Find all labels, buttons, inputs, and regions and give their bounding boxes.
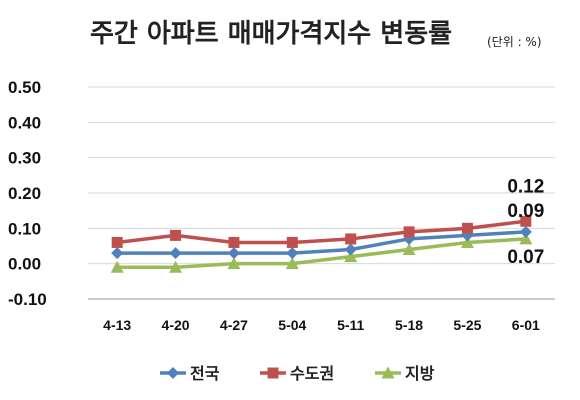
- legend-label: 수도권: [290, 364, 334, 383]
- y-tick-label: 0.50: [8, 78, 41, 97]
- y-tick-label: 0.20: [8, 184, 41, 203]
- x-tick-label: 6-01: [512, 317, 540, 333]
- x-axis-ticks: 4-13 4-20 4-27 5-04 5-11 5-18 5-25 6-01: [103, 317, 540, 333]
- series-line: [117, 230, 526, 255]
- legend-item: 전국: [160, 364, 220, 383]
- x-tick-label: 5-25: [453, 317, 481, 333]
- x-tick-label: 4-27: [220, 317, 248, 333]
- legend-label: 지방: [405, 364, 435, 383]
- data-point: [227, 257, 241, 270]
- data-point: [344, 250, 358, 263]
- legend-marker: [267, 367, 279, 379]
- data-point: [460, 235, 474, 248]
- data-point: [111, 247, 124, 260]
- chart-title: 주간 아파트 매매가격지수 변동률: [90, 19, 452, 49]
- legend-item: 지방: [375, 364, 435, 383]
- data-point: [111, 236, 123, 248]
- data-point: [520, 215, 532, 227]
- data-point: [228, 236, 240, 248]
- x-tick-label: 5-18: [395, 317, 423, 333]
- data-point: [461, 222, 473, 234]
- data-point: [169, 247, 182, 260]
- data-point: [170, 229, 182, 241]
- y-tick-label: -0.10: [8, 290, 47, 309]
- y-tick-label: 0.10: [8, 219, 41, 238]
- series-0: [111, 225, 532, 260]
- series-2: [110, 232, 533, 273]
- data-label: 0.09: [507, 201, 544, 222]
- series-line: [116, 219, 527, 245]
- data-point: [285, 257, 299, 270]
- x-tick-label: 5-04: [278, 317, 306, 333]
- data-point: [519, 232, 533, 245]
- data-point: [345, 233, 357, 245]
- x-tick-label: 4-13: [103, 317, 131, 333]
- y-tick-label: 0.40: [8, 113, 41, 132]
- legend-marker: [381, 366, 395, 379]
- series-line: [117, 237, 526, 269]
- legend: 전국 수도권 지방: [160, 364, 435, 383]
- data-label: 0.12: [507, 176, 544, 197]
- data-point: [227, 247, 240, 260]
- legend-marker: [167, 367, 179, 379]
- data-point: [110, 260, 124, 273]
- data-point: [519, 225, 532, 238]
- y-tick-label: 0.30: [8, 149, 41, 168]
- data-point: [286, 247, 299, 260]
- annotations: 0.12 0.09 0.07: [507, 176, 544, 268]
- data-point: [344, 243, 357, 256]
- data-point: [169, 260, 183, 273]
- y-tick-label: 0.00: [8, 255, 41, 274]
- data-point: [403, 226, 415, 238]
- legend-label: 전국: [190, 364, 220, 383]
- data-label: 0.07: [507, 247, 544, 268]
- chart-unit: (단위 : %): [487, 35, 542, 49]
- data-point: [402, 243, 416, 256]
- series-group: [110, 215, 533, 273]
- x-tick-label: 5-11: [337, 317, 364, 333]
- data-point: [286, 236, 298, 248]
- y-axis-ticks: 0.50 0.40 0.30 0.20 0.10 0.00 -0.10: [8, 78, 47, 309]
- series-1: [111, 215, 532, 248]
- x-tick-label: 4-20: [162, 317, 190, 333]
- legend-item: 수도권: [260, 364, 334, 383]
- gridlines: [88, 86, 555, 300]
